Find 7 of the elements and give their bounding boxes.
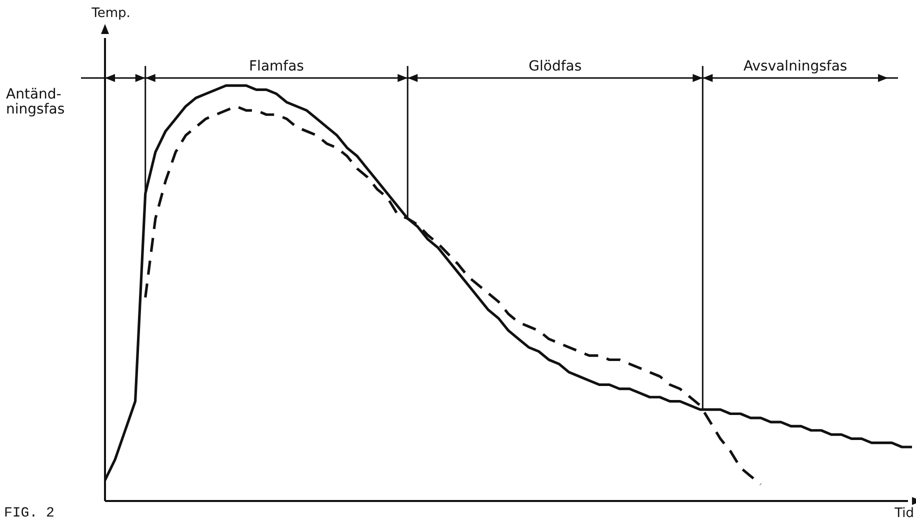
text: Antänd- ningsfas	[6, 86, 65, 118]
text: Glödfas	[528, 58, 582, 75]
y-axis-title: Temp.	[90, 6, 130, 21]
caption: FIG. 2	[4, 506, 54, 521]
x-axis-title: Tid	[894, 506, 914, 521]
text: Avsvalningsfas	[743, 58, 848, 75]
text: Flamfas	[249, 58, 304, 75]
